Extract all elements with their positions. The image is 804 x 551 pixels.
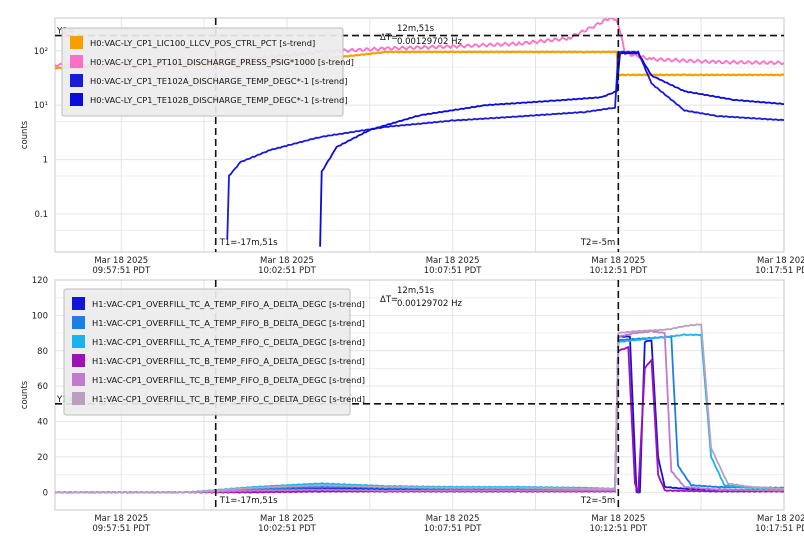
legend-label-4: H0:VAC-LY_CP1_TE102B_DISCHARGE_TEMP_DEGC… [90, 95, 348, 105]
legend-swatch-2 [70, 55, 83, 68]
series-line-6 [55, 323, 784, 494]
legend: H1:VAC-CP1_OVERFILL_TC_A_TEMP_FIFO_A_DEL… [63, 288, 365, 416]
delta-t-label: ΔT= [380, 33, 398, 43]
y-tick-label: 80 [37, 347, 48, 357]
x-tick-time: 10:12:51 PDT [589, 266, 648, 276]
x-tick-time: 09:57:51 PDT [92, 266, 151, 276]
x-tick-time: 10:17:51 PDT [755, 524, 804, 534]
x-tick-date: Mar 18 2025 [757, 514, 804, 524]
y-tick-label: 20 [37, 453, 48, 463]
delta-t-value: 12m,51s [397, 286, 435, 296]
y-tick-label: 60 [37, 382, 48, 392]
y-tick-label: 1 [43, 156, 48, 166]
legend-swatch-3 [72, 335, 85, 348]
legend-swatch-2 [72, 316, 85, 329]
x-tick-date: Mar 18 2025 [757, 256, 804, 266]
series-line-4 [319, 52, 784, 247]
y-axis-label: counts [20, 380, 30, 409]
x-tick-date: Mar 18 2025 [426, 256, 480, 266]
legend-label-2: H1:VAC-CP1_OVERFILL_TC_A_TEMP_FIFO_B_DEL… [92, 318, 365, 328]
legend-label-1: H0:VAC-LY_CP1_LIC100_LLCV_POS_CTRL_PCT [… [90, 38, 315, 48]
x-tick-date: Mar 18 2025 [94, 514, 148, 524]
plot-frame [54, 17, 785, 253]
legend-swatch-3 [70, 74, 83, 87]
x-tick-time: 09:57:51 PDT [92, 524, 151, 534]
y-tick-label: 120 [32, 276, 48, 286]
legend-label-5: H1:VAC-CP1_OVERFILL_TC_B_TEMP_FIFO_B_DEL… [92, 375, 365, 385]
y-axis-label: counts [20, 120, 30, 149]
delta-t-value: 12m,51s [397, 24, 435, 34]
x-tick-date: Mar 18 2025 [94, 256, 148, 266]
x-tick-date: Mar 18 2025 [591, 256, 645, 266]
x-tick-time: 10:02:51 PDT [258, 524, 317, 534]
x-tick-time: 10:17:51 PDT [755, 266, 804, 276]
x-tick-date: Mar 18 2025 [260, 256, 314, 266]
legend-swatch-6 [72, 392, 85, 405]
y-tick-label: 0 [43, 488, 48, 498]
delta-t-frequency: 0.00129702 Hz [397, 299, 462, 309]
x-tick-date: Mar 18 2025 [426, 514, 480, 524]
y-tick-label: 40 [37, 418, 48, 428]
y-tick-label: 10¹ [34, 101, 48, 111]
legend-label-6: H1:VAC-CP1_OVERFILL_TC_B_TEMP_FIFO_C_DEL… [92, 394, 365, 404]
series-line-3 [226, 50, 784, 239]
legend-box [63, 288, 351, 416]
y-tick-label: 10² [34, 47, 48, 57]
x-tick-date: Mar 18 2025 [591, 514, 645, 524]
legend-swatch-5 [72, 373, 85, 386]
y-tick-label: 100 [32, 311, 48, 321]
cursor-t1-label: T1=-17m,51s [219, 496, 278, 506]
delta-t-label: ΔT= [380, 295, 398, 305]
x-tick-time: 10:12:51 PDT [589, 524, 648, 534]
x-tick-time: 10:07:51 PDT [424, 266, 483, 276]
y-tick-label: 0.1 [34, 210, 48, 220]
x-tick-time: 10:02:51 PDT [258, 266, 317, 276]
legend: H0:VAC-LY_CP1_LIC100_LLCV_POS_CTRL_PCT [… [61, 27, 354, 117]
plot-frame [54, 279, 785, 511]
legend-swatch-4 [70, 93, 83, 106]
cursor-t1-label: T1=-17m,51s [219, 238, 278, 248]
x-tick-date: Mar 18 2025 [260, 514, 314, 524]
legend-swatch-1 [72, 297, 85, 310]
legend-label-2: H0:VAC-LY_CP1_PT101_DISCHARGE_PRESS_PSIG… [90, 57, 354, 67]
legend-label-3: H1:VAC-CP1_OVERFILL_TC_A_TEMP_FIFO_C_DEL… [92, 337, 365, 347]
cursor-t2-label: T2=-5m [580, 496, 615, 506]
legend-label-4: H1:VAC-CP1_OVERFILL_TC_B_TEMP_FIFO_A_DEL… [92, 356, 365, 366]
legend-box [61, 27, 344, 117]
legend-label-1: H1:VAC-CP1_OVERFILL_TC_A_TEMP_FIFO_A_DEL… [92, 299, 365, 309]
delta-t-frequency: 0.00129702 Hz [397, 37, 462, 47]
legend-swatch-1 [70, 36, 83, 49]
x-tick-time: 10:07:51 PDT [424, 524, 483, 534]
legend-swatch-4 [72, 354, 85, 367]
series-group [55, 323, 784, 494]
cursor-t2-label: T2=-5m [580, 238, 615, 248]
legend-label-3: H0:VAC-LY_CP1_TE102A_DISCHARGE_TEMP_DEGC… [90, 76, 348, 86]
